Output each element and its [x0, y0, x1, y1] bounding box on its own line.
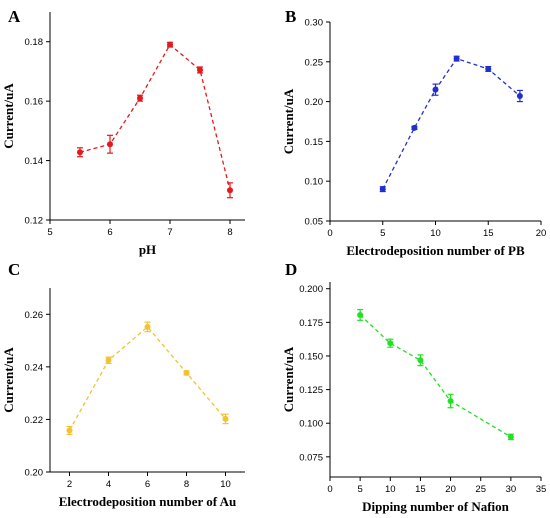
y-tick-label: 0.20 — [25, 468, 44, 479]
data-point — [227, 187, 233, 194]
y-tick-label: 0.05 — [305, 217, 324, 228]
y-axis-title: Current/uA — [1, 347, 16, 413]
x-tick-label: 7 — [167, 227, 172, 238]
y-tick-label: 0.25 — [305, 57, 324, 68]
y-tick-label: 0.10 — [305, 177, 324, 188]
x-tick-label: 5 — [47, 227, 52, 238]
x-tick-label: 5 — [357, 484, 362, 495]
y-tick-label: 0.150 — [299, 351, 323, 362]
data-point — [167, 41, 173, 48]
x-tick-label: 2 — [67, 479, 72, 490]
y-tick-label: 0.22 — [25, 415, 44, 426]
x-tick-label: 4 — [106, 479, 111, 490]
data-point — [137, 95, 143, 102]
series-line — [68, 325, 226, 431]
data-point — [77, 149, 83, 156]
panel-label: D — [285, 260, 297, 279]
panel-label: B — [285, 7, 296, 26]
y-tick-label: 0.12 — [25, 216, 44, 227]
y-tick-label: 0.16 — [25, 97, 44, 108]
x-tick-label: 0 — [327, 484, 332, 495]
x-axis-title: pH — [139, 242, 156, 257]
data-point — [144, 323, 151, 330]
data-point — [357, 311, 364, 318]
y-tick-label: 0.18 — [25, 37, 44, 48]
panel-label: A — [8, 7, 21, 26]
y-tick-label: 0.14 — [25, 156, 44, 167]
x-tick-label: 25 — [475, 484, 486, 495]
x-tick-label: 5 — [380, 228, 385, 239]
x-axis-title: Electrodeposition number of PB — [346, 243, 525, 258]
x-tick-label: 10 — [430, 228, 441, 239]
series-line — [79, 43, 231, 191]
data-point — [447, 398, 454, 405]
x-tick-label: 10 — [220, 479, 231, 490]
x-axis-title: Electrodeposition number of Au — [59, 494, 237, 509]
x-tick-label: 20 — [536, 228, 547, 239]
series-line — [359, 314, 512, 438]
data-point — [453, 55, 460, 62]
y-tick-label: 0.26 — [25, 310, 44, 321]
chart-panel-d: D 0 5 10 15 20 25 30 35 0.075 0.100 0.125 0.150 0.175… — [281, 260, 546, 514]
data-point — [411, 124, 418, 131]
data-point — [107, 141, 113, 148]
y-tick-label: 0.200 — [299, 284, 323, 295]
data-point — [66, 427, 73, 434]
x-tick-label: 35 — [536, 484, 547, 495]
y-axis-title: Current/uA — [1, 83, 16, 149]
x-tick-label: 30 — [506, 484, 517, 495]
series-line — [382, 57, 521, 190]
chart-panel-a: A 5 6 7 8 0.12 0.14 0.16 0.18 pH Current/uA — [1, 7, 245, 257]
data-point — [507, 433, 514, 440]
chart-panel-c: C 2 4 6 8 10 0.20 0.22 0.24 0.26 Electrodeposition… — [1, 260, 245, 509]
data-point — [105, 357, 112, 364]
data-point — [197, 66, 203, 73]
x-tick-label: 8 — [184, 479, 189, 490]
data-point — [387, 340, 394, 347]
data-point — [432, 86, 439, 93]
x-tick-label: 6 — [145, 479, 150, 490]
x-tick-label: 20 — [445, 484, 456, 495]
x-tick-label: 10 — [385, 484, 396, 495]
y-axis-title: Current/uA — [281, 346, 296, 412]
data-point — [417, 357, 424, 364]
y-tick-label: 0.20 — [305, 97, 324, 108]
x-axis-title: Dipping number of Nafion — [362, 499, 510, 514]
data-point — [222, 415, 229, 422]
y-tick-label: 0.30 — [305, 18, 324, 29]
y-tick-label: 0.125 — [299, 385, 323, 396]
x-tick-label: 15 — [415, 484, 426, 495]
data-point — [183, 369, 190, 376]
y-tick-label: 0.075 — [299, 452, 323, 463]
data-point — [485, 65, 492, 72]
y-axis-title: Current/uA — [281, 88, 296, 154]
y-tick-label: 0.24 — [25, 362, 44, 373]
data-point — [516, 93, 523, 100]
data-point — [379, 186, 386, 193]
chart-panel-b: B 0 5 10 15 20 0.05 0.10 0.15 0.20 0.25 0.30 Electro… — [281, 7, 546, 258]
panel-label: C — [8, 260, 20, 279]
x-tick-label: 15 — [483, 228, 494, 239]
x-tick-label: 6 — [107, 227, 112, 238]
y-tick-label: 0.15 — [305, 137, 324, 148]
y-tick-label: 0.100 — [299, 419, 323, 430]
y-tick-label: 0.175 — [299, 318, 323, 329]
x-tick-label: 0 — [327, 228, 332, 239]
x-tick-label: 8 — [227, 227, 232, 238]
